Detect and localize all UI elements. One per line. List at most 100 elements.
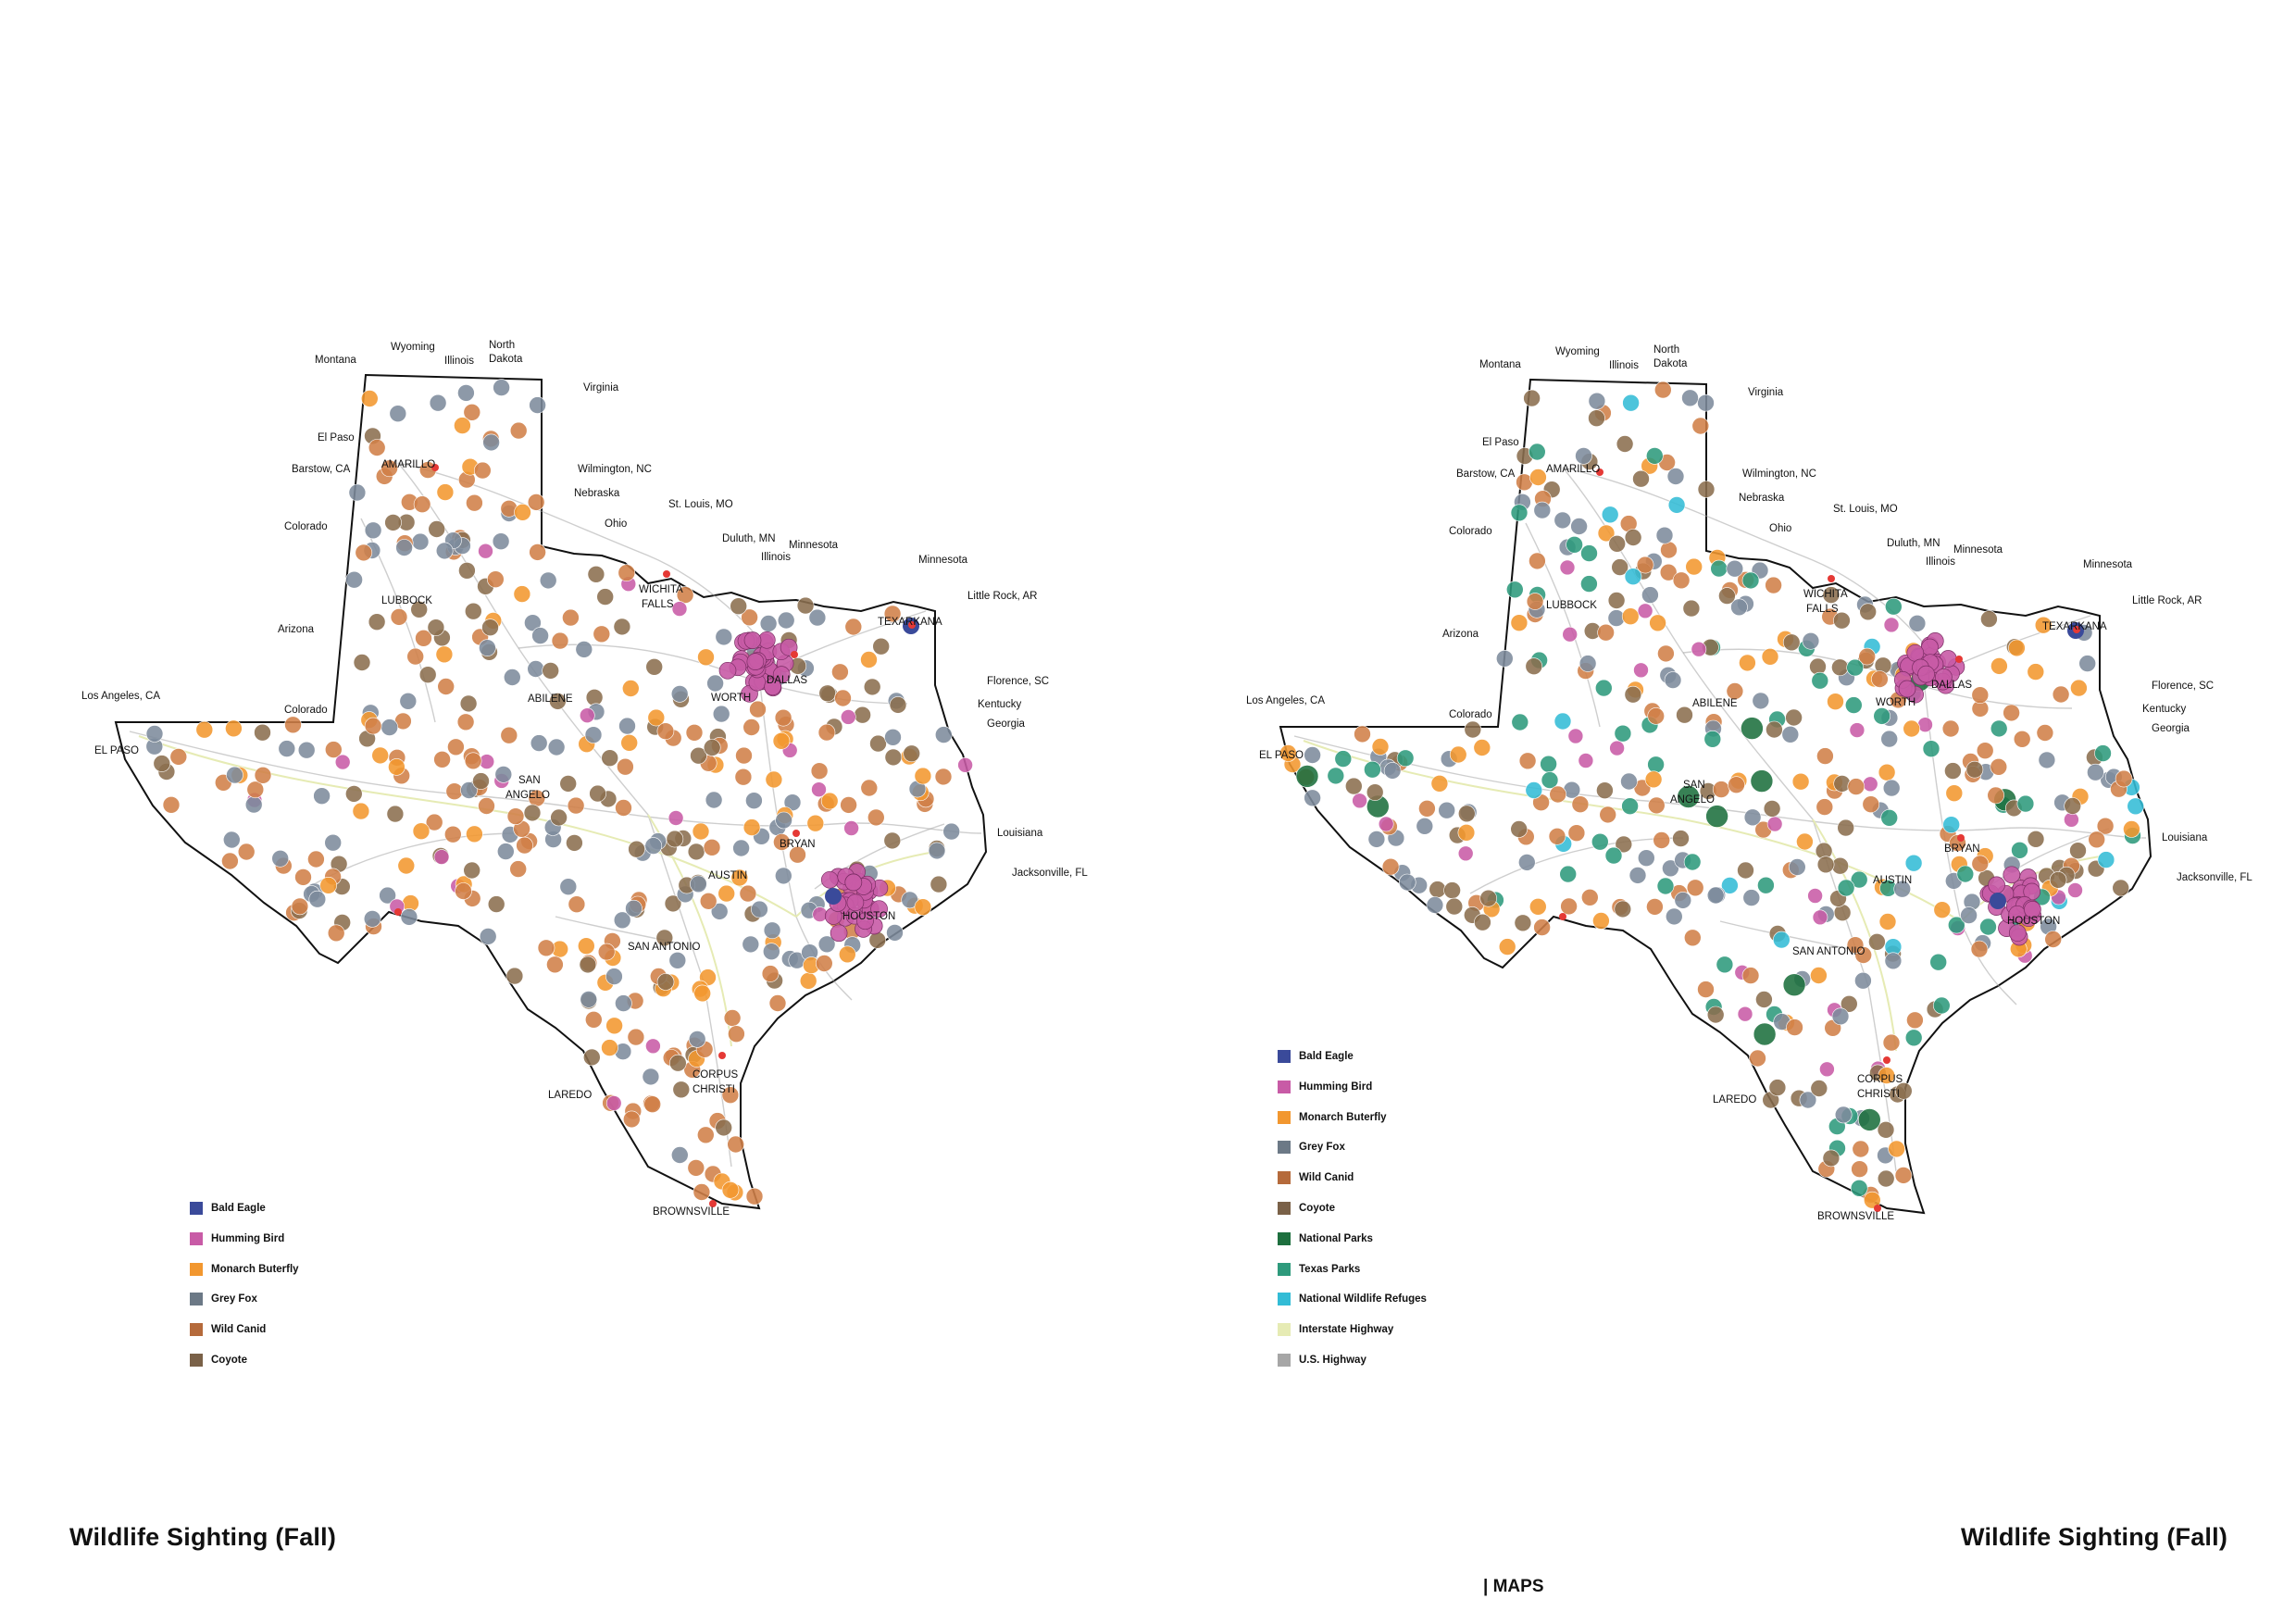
map-labels: AMARILLO LUBBOCK WICHITA FALLS WORTH DALLAS TE… [81,340,1088,1218]
sighting-dot [820,792,839,810]
sighting-dot [334,754,351,770]
sighting-dot [745,792,763,810]
map-label-san-1: SAN [518,775,541,786]
sighting-dot [762,943,780,960]
sighting-dot [494,766,513,783]
sighting-dot [529,396,546,414]
sighting-dot [284,716,302,734]
sighting-dot [1594,679,1613,697]
sighting-dot [1827,693,1844,711]
sighting-dot [1660,541,1678,559]
sighting-dot [1443,881,1461,899]
sighting-dot [254,766,272,784]
sighting-dot [1922,740,1940,758]
sighting-dot [597,943,616,961]
sighting-dot [666,830,684,848]
sighting-dot [529,543,546,561]
legend-item: U.S. Highway [1278,1352,1366,1368]
sighting-dot [1438,801,1456,819]
sighting-dot [1591,832,1609,851]
sighting-dot [516,836,533,855]
map-label-florence: Florence, SC [987,676,1049,687]
legend-swatch [190,1231,203,1245]
sighting-dot [1935,668,1953,686]
sighting-dot [1614,900,1632,918]
sighting-dot [1644,770,1663,789]
city-marker [2073,626,2080,633]
map-label-bryan: BRYAN [780,839,816,850]
sighting-dot [1988,876,2005,894]
sighting-dot [1960,906,1978,924]
sighting-dot [1697,394,1715,412]
sighting-dot [1518,752,1537,770]
sighting-dot [2123,820,2140,838]
map-label-montana: Montana [315,355,356,366]
sighting-dot [613,911,631,930]
sighting-dot [1822,1149,1841,1168]
sighting-dot [1580,888,1599,906]
sighting-dot [642,1068,660,1086]
legend-label: Monarch Buterfly [1299,1111,1387,1123]
legend-swatch [190,1354,203,1367]
sighting-dot [1667,496,1686,514]
sighting-dot [625,899,643,918]
sighting-dot [1526,593,1544,610]
sighting-dot [1810,1080,1828,1097]
sighting-dot [1880,808,1899,827]
sighting-dot [1752,692,1770,710]
map-label-minnesota: Minnesota [1953,544,2003,556]
sighting-dot [397,856,416,875]
sighting-dot [883,605,902,623]
sighting-dot [1653,381,1672,399]
sighting-dot [690,875,707,893]
sighting-dot [2078,655,2097,672]
sighting-dot [710,903,729,920]
sighting-dot [1873,707,1891,725]
texas-outline [1279,379,2152,1214]
sighting-dot [447,738,465,756]
sighting-dot [381,459,398,478]
sighting-dot [436,483,455,501]
sighting-dot [1533,918,1551,936]
sighting-dot [579,956,597,974]
legend-item: Texas Parks [1278,1261,1360,1278]
sighting-dot [1893,880,1912,898]
sighting-dot [1739,654,1756,672]
legend-label: Coyote [211,1355,247,1366]
sighting-dot [605,1095,622,1111]
sighting-dot [1844,696,1863,714]
sighting-dot [672,1081,691,1099]
sighting-dot [1906,643,1925,662]
sighting-dot [1637,603,1653,619]
sighting-dot [699,892,718,910]
sighting-dot [1354,725,1371,743]
sighting-dot [1906,1011,1924,1030]
sighting-dot [443,825,462,843]
map-label-amarillo: AMARILLO [1546,464,1600,475]
map-label-san-1: SAN [1683,780,1705,791]
sighting-dot [605,968,623,985]
sighting-dot [1659,563,1678,581]
legend-item: Coyote [1278,1200,1335,1217]
sighting-dot [783,793,802,812]
sighting-dot [759,615,778,632]
sighting-dot [1785,708,1803,727]
sighting-dot [1511,713,1529,731]
legend-item: Monarch Buterfly [1278,1109,1387,1126]
sighting-dot [1683,853,1702,871]
sighting-dot [2094,744,2112,762]
sighting-dot [1766,720,1783,739]
sighting-dot [1846,936,1865,955]
sighting-dot [1418,799,1436,818]
legend-item: National Wildlife Refuges [1278,1291,1427,1307]
sighting-dot [1712,781,1730,798]
sighting-dot [621,680,640,697]
map-label-bryan: BRYAN [1944,843,1980,855]
sighting-dot [1653,831,1671,849]
sighting-dot [2038,751,2056,769]
sighting-dot [860,779,879,797]
sighting-dot [2016,794,2035,813]
sighting-dot [580,991,598,1008]
sighting-dot [363,910,381,928]
sighting-dot [1676,706,1693,724]
